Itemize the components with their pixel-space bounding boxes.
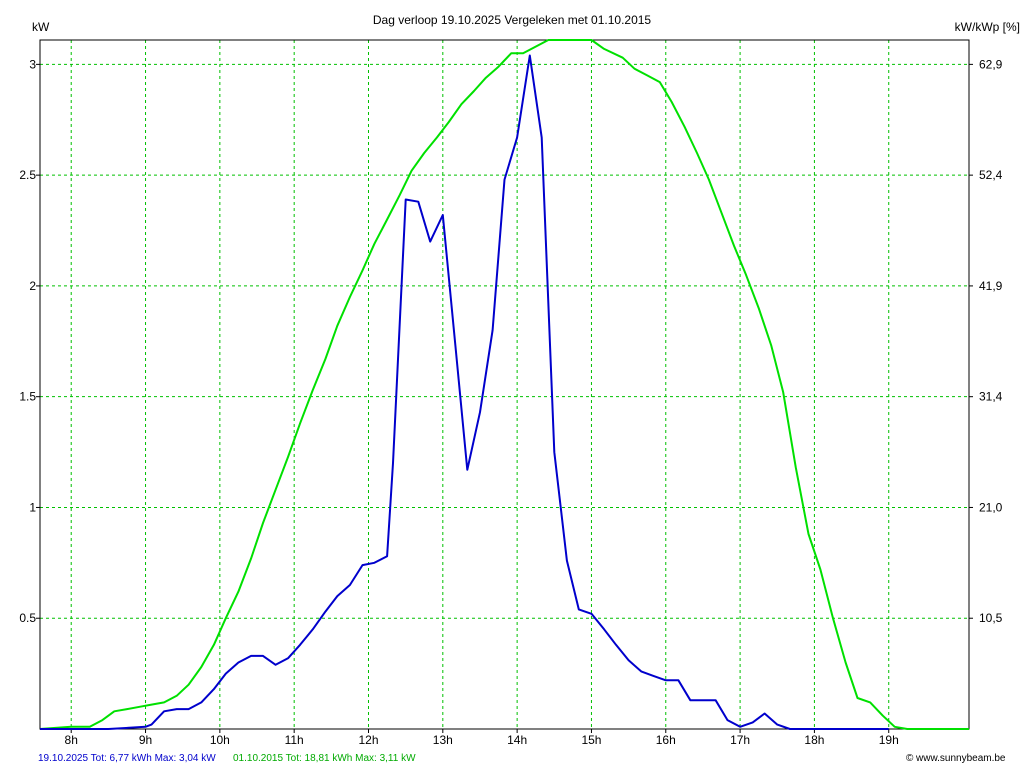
chart-title: Dag verloop 19.10.2025 Vergeleken met 01…: [373, 13, 652, 27]
y-ticks-right: 10,5 21,0 31,4 41,9 52,4 62,9: [969, 57, 1003, 625]
grid-lines: [40, 40, 969, 729]
series-line-19-10-2025: [40, 54, 889, 730]
series-lines: [39, 39, 969, 730]
credit-link[interactable]: www.sunnybeam.be: [915, 753, 1006, 764]
x-tick-label: 8h: [65, 733, 78, 747]
x-tick-label: 10h: [210, 733, 230, 747]
y-ticks-left: 0.5 1 1.5 2 2.5 3: [19, 57, 40, 625]
y-tick-label-left: 1: [29, 500, 36, 514]
x-tick-label: 16h: [656, 733, 676, 747]
x-tick-label: 19h: [879, 733, 899, 747]
x-tick-label: 12h: [358, 733, 378, 747]
x-tick-label: 18h: [804, 733, 824, 747]
series-line-01-10-2015: [39, 39, 969, 730]
copyright-icon: ©: [906, 753, 914, 764]
y-axis-label-left: kW: [32, 20, 50, 34]
plot-frame: [39, 39, 970, 730]
y-tick-label-left: 1.5: [19, 390, 36, 404]
y-tick-label-right: 41,9: [979, 279, 1003, 293]
y-tick-label-left: 3: [29, 57, 36, 71]
footer-series-1: 19.10.2025 Tot: 6,77 kWh Max: 3,04 kW: [38, 753, 216, 764]
y-tick-label-right: 10,5: [979, 611, 1003, 625]
x-tick-label: 9h: [139, 733, 152, 747]
x-tick-label: 11h: [285, 733, 304, 747]
y-tick-label-left: 2.5: [19, 168, 36, 182]
x-tick-label: 15h: [581, 733, 601, 747]
x-tick-label: 17h: [730, 733, 750, 747]
y-tick-label-left: 0.5: [19, 611, 36, 625]
y-axis-label-right: kW/kWp [%]: [955, 20, 1020, 34]
x-tick-label: 14h: [507, 733, 527, 747]
y-tick-label-right: 31,4: [979, 390, 1003, 404]
footer-series-2: 01.10.2015 Tot: 18,81 kWh Max: 3,11 kW: [233, 753, 416, 764]
x-tick-label: 13h: [433, 733, 453, 747]
y-tick-label-right: 52,4: [979, 168, 1003, 182]
x-ticks: 8h 9h 10h 11h 12h 13h 14h 15h 16h 17h 18h 19h: [65, 729, 899, 747]
y-tick-label-left: 2: [29, 279, 36, 293]
y-tick-label-right: 62,9: [979, 57, 1003, 71]
y-tick-label-right: 21,0: [979, 500, 1003, 514]
